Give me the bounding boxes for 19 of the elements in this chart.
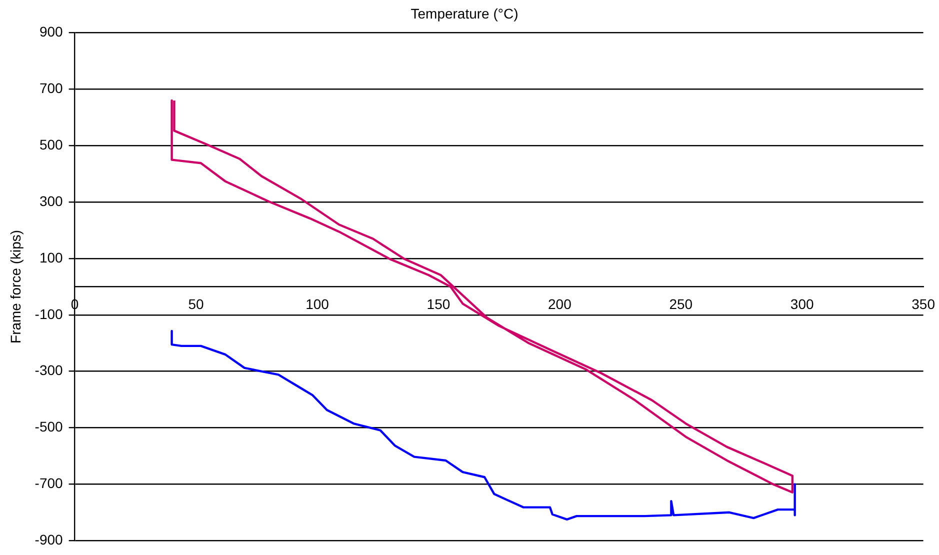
x-tick-label: 50: [188, 296, 204, 312]
x-tick-label: 350: [912, 296, 936, 312]
y-tick-label: 700: [39, 80, 64, 96]
x-tick-label: 250: [669, 296, 693, 312]
x-tick-label: 300: [790, 296, 814, 312]
y-tick-label: 500: [39, 136, 64, 153]
x-tick-label: 200: [548, 296, 572, 312]
y-axis-title: Frame force (kips): [7, 230, 24, 344]
y-tick-label: 300: [39, 192, 64, 209]
x-tick-label: 150: [426, 296, 450, 312]
y-tick-label: 100: [39, 249, 64, 266]
x-axis-title: Temperature (°C): [410, 5, 518, 22]
y-tick-label: -500: [34, 418, 64, 435]
y-tick-label: -900: [34, 531, 64, 548]
x-tick-label: 100: [306, 296, 330, 312]
y-tick-label: -700: [34, 475, 64, 492]
y-tick-label: 900: [39, 24, 64, 40]
y-tick-label: -100: [34, 306, 64, 322]
y-tick-label: -300: [34, 362, 64, 378]
